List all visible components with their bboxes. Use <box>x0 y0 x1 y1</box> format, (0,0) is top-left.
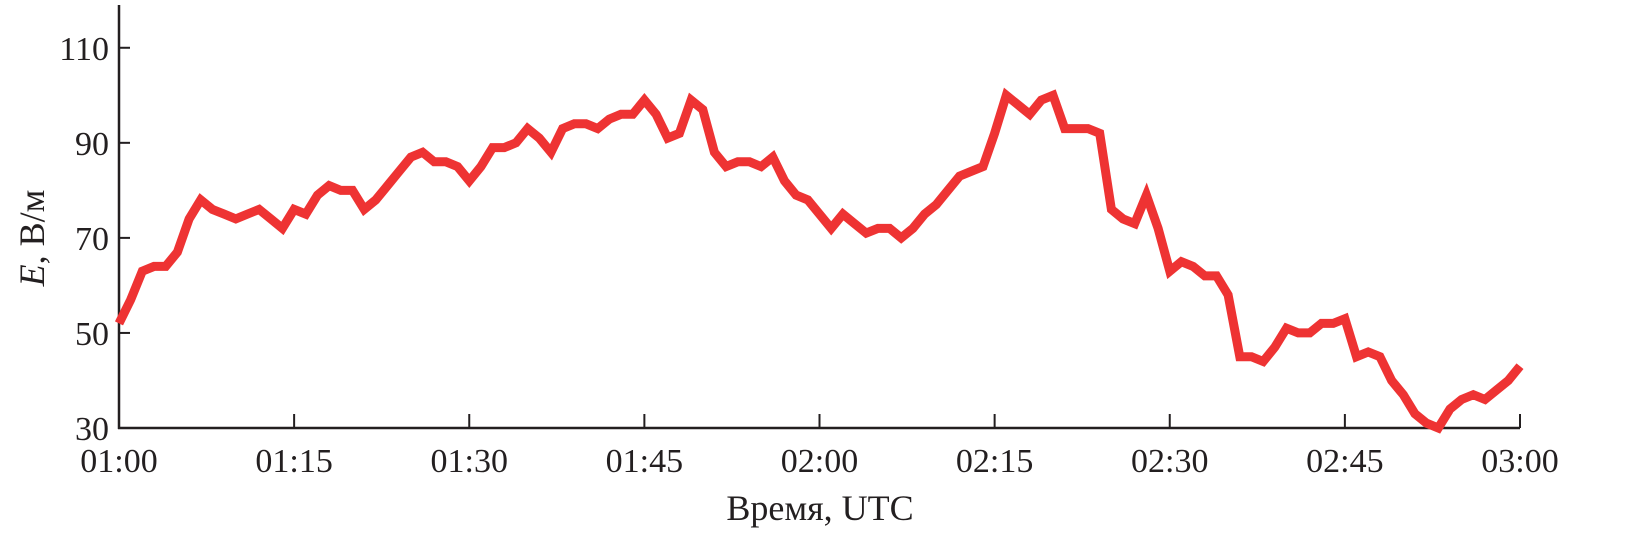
x-tick-label: 02:45 <box>1306 443 1383 480</box>
series <box>114 87 1524 434</box>
y-tick-label: 30 <box>75 411 109 448</box>
x-tick-label: 01:15 <box>255 443 332 480</box>
x-axis-label: Время, UTC <box>726 488 913 528</box>
y-tick-label: 90 <box>75 126 109 163</box>
x-tick-label: 02:15 <box>956 443 1033 480</box>
y-axis-label: E, В/м <box>12 190 52 288</box>
x-tick-label: 02:00 <box>781 443 858 480</box>
x-tick-label: 02:30 <box>1131 443 1208 480</box>
x-tick-label: 03:00 <box>1481 443 1558 480</box>
y-tick-label: 70 <box>75 221 109 258</box>
series-line <box>114 87 1524 434</box>
y-tick-label: 50 <box>75 316 109 353</box>
y-axis-label-symbol: E <box>12 264 52 287</box>
x-tick-label: 01:30 <box>431 443 508 480</box>
y-tick-label: 110 <box>59 31 109 68</box>
x-tick-label: 01:00 <box>80 443 157 480</box>
x-tick-label: 01:45 <box>606 443 683 480</box>
ticks: 01:00 01:15 01:30 01:45 02:00 02:15 02:30 02:45… <box>59 31 1558 480</box>
y-axis-label-unit: , В/м <box>12 190 52 265</box>
